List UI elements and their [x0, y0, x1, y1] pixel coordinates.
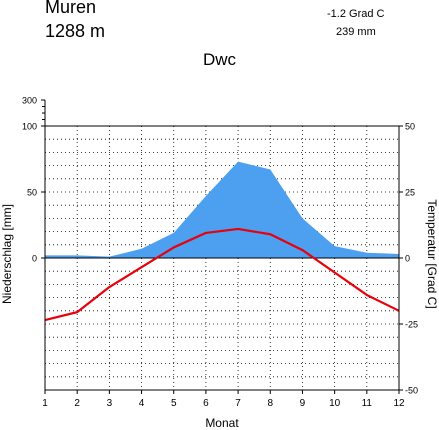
x-tick-label: 1 [42, 398, 48, 409]
station-name: Muren [45, 0, 97, 17]
precip-tick-label: 100 [22, 122, 37, 132]
x-tick-label: 3 [107, 398, 113, 409]
x-tick-label: 7 [235, 398, 241, 409]
x-tick-label: 11 [362, 398, 373, 409]
x-tick-label: 4 [139, 398, 145, 409]
temp-tick-label: 25 [405, 188, 415, 198]
x-axis-label: Monat [205, 416, 239, 430]
y-axis-label-left: Niederschlag [mm] [0, 204, 14, 304]
precip-tick-label: 0 [32, 254, 37, 264]
x-tick-label: 2 [74, 398, 80, 409]
x-tick-label: 12 [393, 398, 405, 409]
temperature-line [44, 227, 400, 322]
x-tick-label: 8 [267, 398, 273, 409]
precip-tick-label: 50 [27, 188, 37, 198]
x-tick-label: 6 [203, 398, 209, 409]
x-tick-label: 5 [171, 398, 177, 409]
y-axis-label-right: Temperatur [Grad C] [425, 199, 439, 308]
mean-temperature: -1.2 Grad C [327, 8, 385, 20]
temp-tick-label: -25 [405, 320, 418, 330]
station-elevation: 1288 m [45, 21, 106, 41]
temp-tick-label: -50 [405, 386, 418, 396]
annual-precipitation: 239 mm [336, 26, 376, 38]
x-tick-label: 10 [329, 398, 341, 409]
climate-classification: Dwc [203, 50, 237, 69]
temp-tick-label: 0 [405, 254, 410, 264]
temp-tick-label: 50 [405, 122, 415, 132]
precip-tick-label: 300 [22, 96, 37, 106]
x-tick-label: 9 [300, 398, 306, 409]
precipitation-area [45, 161, 399, 258]
